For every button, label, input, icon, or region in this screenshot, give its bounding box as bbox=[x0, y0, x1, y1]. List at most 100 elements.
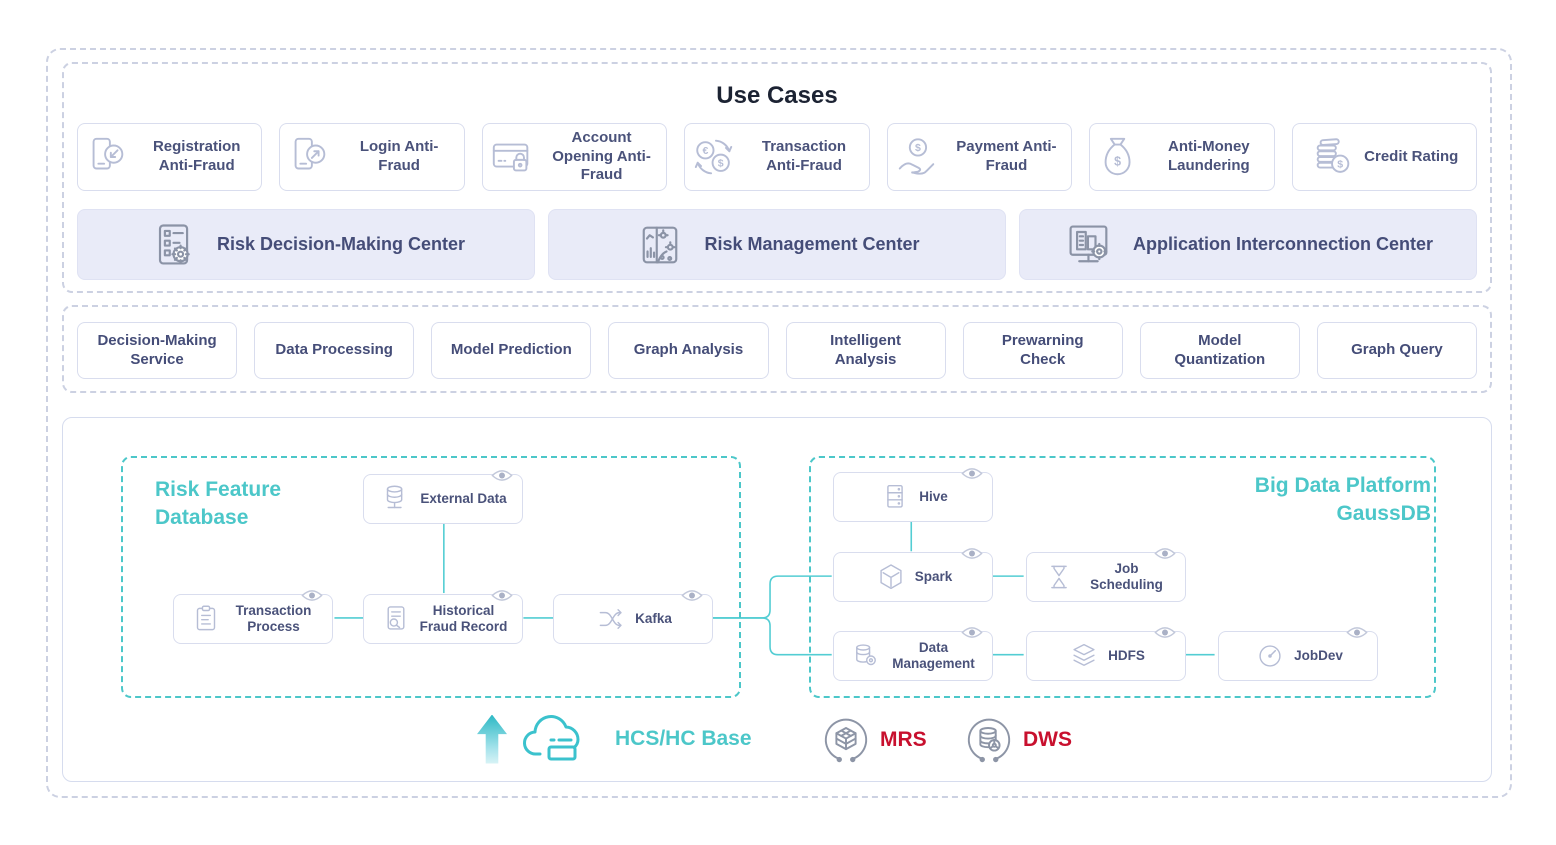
service-model-quantization: Model Quantization bbox=[1139, 322, 1300, 379]
service-graph-query: Graph Query bbox=[1316, 322, 1477, 379]
eye-icon[interactable] bbox=[957, 543, 987, 564]
cloud-server-icon bbox=[522, 710, 600, 768]
node-label: External Data bbox=[420, 490, 507, 506]
service-label: Model Prediction bbox=[450, 341, 572, 359]
base-group: HCS/HC Base bbox=[477, 710, 752, 768]
monitor-gear-icon bbox=[1063, 219, 1115, 271]
eye-icon[interactable] bbox=[1150, 543, 1180, 564]
node-spark[interactable]: Spark bbox=[833, 548, 993, 602]
mrs-cube-icon bbox=[821, 714, 871, 766]
use-case-label: Payment Anti-Fraud bbox=[956, 138, 1057, 174]
eye-icon[interactable] bbox=[957, 463, 987, 484]
node-label: Historical Fraud Record bbox=[419, 602, 508, 634]
server-rack-icon bbox=[878, 480, 912, 514]
use-case-label: Account Opening Anti-Fraud bbox=[552, 128, 651, 184]
svg-text:$: $ bbox=[1337, 159, 1343, 171]
clipboard-icon bbox=[189, 602, 223, 636]
use-case-anti-money-laundering: $ Anti-Money Laundering bbox=[1089, 123, 1275, 191]
eye-icon[interactable] bbox=[487, 465, 517, 486]
product-dws: DWS bbox=[964, 714, 1072, 766]
use-cases-row: Registration Anti-Fraud Login Anti-Fraud… bbox=[64, 123, 1490, 191]
node-label: HDFS bbox=[1108, 647, 1145, 663]
big-data-platform-group bbox=[809, 456, 1436, 698]
up-arrow-icon bbox=[477, 714, 507, 764]
node-jobdev[interactable]: JobDev bbox=[1218, 627, 1378, 681]
money-bag-icon: $ bbox=[1096, 134, 1142, 180]
card-lock-icon bbox=[489, 134, 535, 180]
node-transaction-process[interactable]: Transaction Process bbox=[173, 590, 333, 644]
map-alert-icon bbox=[634, 219, 686, 271]
risk-feature-database-title: Risk Feature Database bbox=[155, 478, 282, 530]
use-case-transaction-anti-fraud: € $ Transaction Anti-Fraud bbox=[684, 123, 870, 191]
currency-exchange-icon: € $ bbox=[691, 134, 737, 180]
svg-text:$: $ bbox=[718, 158, 724, 170]
service-label: Graph Query bbox=[1351, 341, 1443, 359]
node-historical-fraud-record[interactable]: Historical Fraud Record bbox=[363, 590, 523, 644]
dws-database-icon bbox=[964, 714, 1014, 766]
phone-login-icon bbox=[286, 134, 332, 180]
centers-row: Risk Decision-Making Center Risk Managem… bbox=[64, 209, 1490, 280]
center-label: Risk Decision-Making Center bbox=[216, 234, 466, 254]
eye-icon[interactable] bbox=[297, 585, 327, 606]
node-label: Data Management bbox=[892, 639, 975, 671]
checklist-gear-icon bbox=[147, 219, 199, 271]
service-label: Graph Analysis bbox=[633, 341, 744, 359]
center-risk-decision-making: Risk Decision-Making Center bbox=[77, 209, 535, 280]
node-label: JobDev bbox=[1294, 647, 1343, 663]
eye-icon[interactable] bbox=[677, 585, 707, 606]
center-label: Risk Management Center bbox=[704, 234, 920, 254]
document-search-icon bbox=[379, 602, 413, 636]
mrs-label: MRS bbox=[880, 728, 927, 751]
node-data-management[interactable]: Data Management bbox=[833, 627, 993, 681]
service-model-prediction: Model Prediction bbox=[431, 322, 592, 379]
product-mrs: MRS bbox=[821, 714, 927, 766]
service-prewarning-check: Prewarning Check bbox=[962, 322, 1123, 379]
service-graph-analysis: Graph Analysis bbox=[608, 322, 769, 379]
use-case-label: Credit Rating bbox=[1364, 147, 1459, 165]
eye-icon[interactable] bbox=[1342, 622, 1372, 643]
big-data-platform-title: Big Data Platform GaussDB bbox=[1254, 474, 1431, 526]
use-cases-section: Use Cases Registration Anti-Fraud Login … bbox=[62, 62, 1492, 293]
eye-icon[interactable] bbox=[1150, 622, 1180, 643]
database-marker-icon bbox=[849, 639, 883, 673]
use-case-label: Transaction Anti-Fraud bbox=[761, 138, 847, 174]
risk-feature-database-group bbox=[121, 456, 741, 698]
center-risk-management: Risk Management Center bbox=[548, 209, 1006, 280]
service-label: Decision-Making Service bbox=[97, 331, 217, 368]
service-intelligent-analysis: Intelligent Analysis bbox=[785, 322, 946, 379]
hexagon-icon bbox=[874, 560, 908, 594]
service-decision-making: Decision-Making Service bbox=[77, 322, 238, 379]
use-case-label: Anti-Money Laundering bbox=[1167, 138, 1250, 174]
eye-icon[interactable] bbox=[487, 585, 517, 606]
node-label: Job Scheduling bbox=[1090, 560, 1163, 592]
outer-dashed-frame bbox=[46, 48, 1512, 798]
node-label: Hive bbox=[919, 488, 948, 504]
service-label: Intelligent Analysis bbox=[830, 331, 901, 368]
use-case-payment-anti-fraud: $ Payment Anti-Fraud bbox=[886, 123, 1073, 191]
phone-registration-icon bbox=[84, 134, 130, 180]
center-application-interconnection: Application Interconnection Center bbox=[1019, 209, 1477, 280]
use-case-account-opening-anti-fraud: Account Opening Anti-Fraud bbox=[481, 123, 668, 191]
node-job-scheduling[interactable]: Job Scheduling bbox=[1026, 548, 1186, 602]
node-kafka[interactable]: Kafka bbox=[553, 590, 713, 644]
node-hive[interactable]: Hive bbox=[833, 468, 993, 522]
platform-section: Risk Feature Database Big Data Platform … bbox=[62, 417, 1492, 782]
service-label: Prewarning Check bbox=[1001, 331, 1084, 368]
node-external-data[interactable]: External Data bbox=[363, 470, 523, 524]
use-case-label: Login Anti-Fraud bbox=[359, 138, 439, 174]
service-data-processing: Data Processing bbox=[254, 322, 415, 379]
coins-stack-icon: $ bbox=[1310, 134, 1356, 180]
hourglass-icon bbox=[1042, 560, 1076, 594]
svg-text:$: $ bbox=[1114, 155, 1121, 169]
services-section: Decision-Making Service Data Processing … bbox=[62, 305, 1492, 393]
use-case-registration-anti-fraud: Registration Anti-Fraud bbox=[77, 123, 263, 191]
use-case-credit-rating: $ Credit Rating bbox=[1291, 123, 1477, 191]
node-hdfs[interactable]: HDFS bbox=[1026, 627, 1186, 681]
eye-icon[interactable] bbox=[957, 622, 987, 643]
use-case-login-anti-fraud: Login Anti-Fraud bbox=[279, 123, 465, 191]
hcs-hc-base-label: HCS/HC Base bbox=[615, 727, 752, 750]
service-label: Model Quantization bbox=[1174, 331, 1266, 368]
hand-coin-icon: $ bbox=[894, 134, 940, 180]
svg-text:$: $ bbox=[915, 142, 921, 154]
